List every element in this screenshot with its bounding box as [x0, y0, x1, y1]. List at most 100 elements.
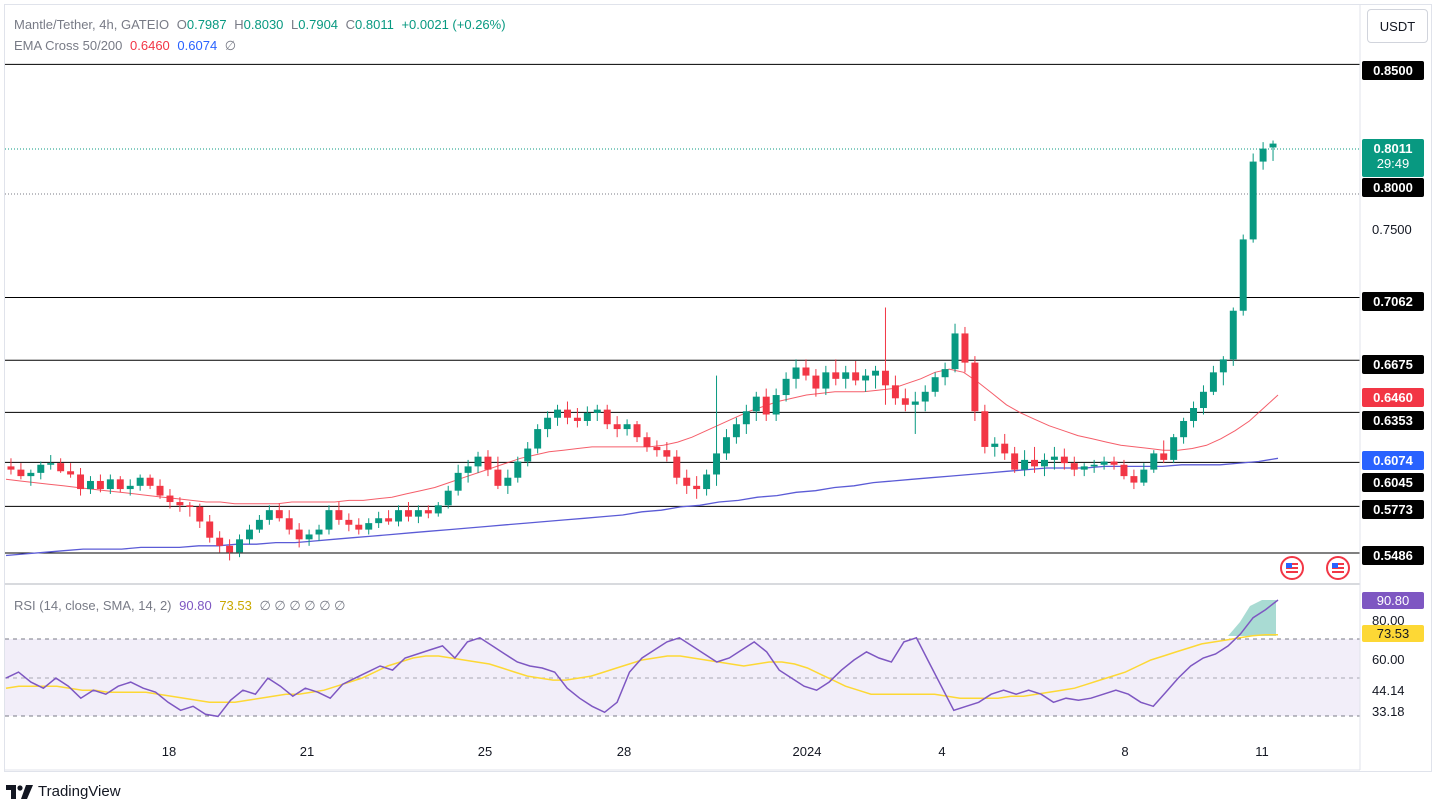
candle-body — [633, 424, 641, 438]
candle-body — [245, 529, 253, 540]
footer-brand[interactable]: TradingView — [6, 783, 121, 800]
rsi-sma-tag: 73.53 — [1362, 625, 1424, 642]
ema-null: ∅ — [224, 38, 237, 53]
candle-body — [1180, 420, 1188, 438]
price-tag-0.8000: 0.8000 — [1362, 178, 1424, 197]
candle-body — [226, 545, 234, 553]
candle-body — [1060, 456, 1068, 464]
ema-label[interactable]: EMA Cross 50/200 — [14, 38, 123, 53]
open-label: O — [176, 17, 187, 32]
candle-body — [1080, 466, 1088, 470]
candle-body — [822, 372, 830, 389]
us-flag-event-icon[interactable] — [1280, 556, 1304, 580]
candle-body — [901, 398, 909, 405]
candle-body — [1249, 161, 1257, 240]
rsi-axis-60: 60.00 — [1372, 652, 1405, 667]
candle-body — [713, 453, 721, 475]
candle-body — [1150, 453, 1158, 470]
candle-body — [653, 446, 661, 451]
x-label-18: 18 — [161, 744, 177, 759]
candle-body — [315, 529, 323, 535]
currency-button[interactable]: USDT — [1367, 9, 1428, 43]
candle-body — [583, 412, 591, 421]
candle-body — [971, 362, 979, 412]
rsi-label[interactable]: RSI (14, close, SMA, 14, 2) — [14, 598, 172, 613]
candle-body — [7, 466, 15, 470]
candle-body — [176, 502, 184, 506]
candle-body — [1130, 476, 1138, 483]
candle-body — [931, 377, 939, 392]
candle-body — [77, 474, 85, 490]
candle-body — [1021, 459, 1029, 470]
candles — [7, 140, 1277, 561]
candle-body — [146, 477, 154, 486]
open-value: 0.7987 — [186, 17, 227, 32]
candle-body — [593, 409, 601, 413]
candle-body — [941, 369, 949, 378]
price-tag-0.6353: 0.6353 — [1362, 411, 1424, 430]
close-value: 0.8011 — [355, 17, 394, 32]
candle-body — [802, 367, 810, 376]
candle-body — [554, 409, 562, 418]
candle-body — [703, 474, 711, 490]
candle-body — [1090, 464, 1098, 467]
candle-body — [1269, 143, 1277, 148]
candle-body — [166, 495, 174, 503]
high-label: H — [234, 17, 244, 32]
candle-body — [1001, 443, 1009, 454]
rsi-value-tag: 90.80 — [1362, 592, 1424, 609]
candle-countdown: 29:49 — [1376, 156, 1410, 171]
rsi-legend: RSI (14, close, SMA, 14, 2) 90.80 73.53 … — [14, 598, 350, 614]
candle-body — [812, 375, 820, 389]
candle-body — [663, 450, 671, 457]
candle-body — [742, 411, 750, 425]
candle-body — [1190, 408, 1198, 421]
candle-body — [961, 333, 969, 363]
x-label-4: 4 — [938, 744, 946, 759]
candle-body — [842, 372, 850, 379]
x-label-28: 28 — [616, 744, 632, 759]
candle-body — [1209, 372, 1217, 392]
candle-body — [921, 391, 929, 402]
x-label-8: 8 — [1121, 744, 1129, 759]
x-label-11: 11 — [1255, 744, 1269, 759]
candle-body — [1011, 453, 1019, 470]
candle-body — [474, 456, 482, 467]
price-tag-0.6675: 0.6675 — [1362, 355, 1424, 374]
candle-body — [722, 437, 730, 454]
candle-body — [1120, 464, 1128, 477]
rsi-sma-line — [5, 634, 1278, 704]
symbol-title[interactable]: Mantle/Tether, 4h, GATEIO — [14, 17, 170, 32]
price-tag-0.5773: 0.5773 — [1362, 500, 1424, 519]
low-value: 0.7904 — [298, 17, 339, 32]
candle-body — [414, 510, 422, 517]
candle-body — [911, 401, 919, 405]
axis-label-0.7500: 0.7500 — [1372, 222, 1412, 237]
candle-body — [295, 529, 303, 540]
ema200-value: 0.6074 — [177, 38, 218, 53]
candle-body — [325, 510, 333, 530]
ema200-price-tag: 0.6074 — [1362, 451, 1424, 470]
rsi-value: 90.80 — [179, 598, 212, 613]
candle-body — [643, 437, 651, 447]
price-tag-0.8500: 0.8500 — [1362, 61, 1424, 80]
candle-body — [1170, 437, 1178, 460]
price-tag-0.7062: 0.7062 — [1362, 292, 1424, 311]
candle-body — [255, 519, 263, 530]
candle-body — [772, 395, 780, 415]
candle-body — [573, 417, 581, 421]
candle-body — [305, 534, 313, 540]
candle-body — [47, 463, 55, 465]
candle-body — [395, 510, 403, 522]
candle-body — [563, 409, 571, 418]
candle-body — [762, 396, 770, 415]
candle-body — [236, 539, 244, 553]
candle-body — [832, 372, 840, 379]
candle-body — [106, 479, 114, 490]
candle-body — [136, 477, 144, 486]
candle-body — [683, 477, 691, 486]
close-label: C — [345, 17, 356, 32]
candle-body — [603, 409, 611, 425]
us-flag-event-icon[interactable] — [1326, 556, 1350, 580]
